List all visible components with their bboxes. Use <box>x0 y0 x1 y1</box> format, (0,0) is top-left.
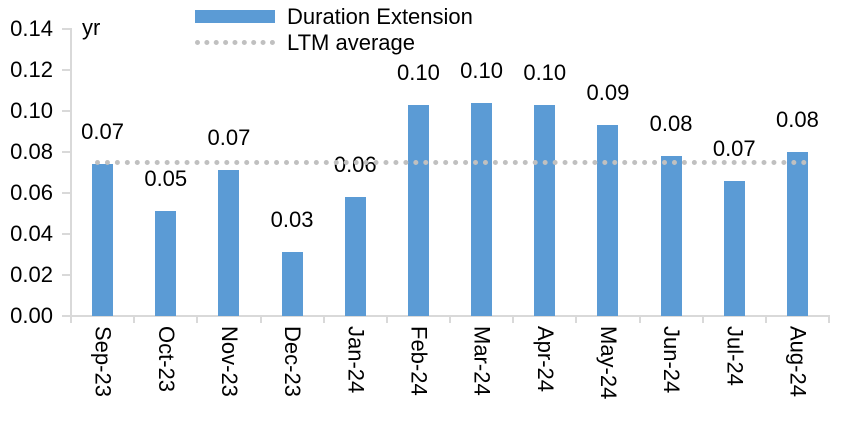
x-axis-tick <box>828 316 830 323</box>
x-axis-category-label: Jun-24 <box>659 326 685 394</box>
y-axis-tick <box>62 110 71 112</box>
bar-data-label: 0.07 <box>712 135 756 161</box>
y-axis-line <box>70 28 72 318</box>
x-axis-tick <box>133 316 136 323</box>
x-axis-tick <box>638 316 641 323</box>
y-axis-tick <box>62 151 71 153</box>
bar-data-label: 0.05 <box>144 166 188 192</box>
x-axis-tick <box>764 316 767 323</box>
x-axis-category-label: Feb-24 <box>406 326 432 396</box>
bar-data-label: 0.06 <box>333 152 377 178</box>
bar-data-label: 0.03 <box>270 207 314 233</box>
y-axis-tick-label: 0.00 <box>10 303 53 328</box>
y-axis-tick <box>62 28 71 30</box>
x-axis-category-label: May-24 <box>595 326 621 400</box>
x-axis-tick <box>196 316 199 323</box>
bar <box>344 197 366 316</box>
bar-data-label: 0.08 <box>775 107 819 132</box>
x-axis-category-label: Jul-24 <box>722 326 748 386</box>
ltm-average-line <box>95 159 807 165</box>
y-axis-tick <box>62 233 71 235</box>
bar <box>723 180 745 316</box>
bar-data-label: 0.07 <box>207 125 251 151</box>
x-axis-category-label: Oct-23 <box>153 326 179 393</box>
x-axis-category-label: Jan-24 <box>343 326 369 394</box>
y-axis-tick <box>62 69 71 71</box>
bar <box>92 164 114 316</box>
y-axis-tick-label: 0.12 <box>10 57 53 82</box>
y-axis-tick-label: 0.14 <box>10 16 53 41</box>
chart-legend: Duration Extension LTM average <box>0 0 852 56</box>
bar <box>534 104 556 316</box>
bar-data-label: 0.10 <box>523 59 567 85</box>
x-axis-tick <box>70 316 72 323</box>
x-axis-tick <box>385 316 388 323</box>
legend-swatch-dotted-line-icon <box>195 40 275 45</box>
bar <box>597 125 619 316</box>
x-axis-tick <box>701 316 704 323</box>
x-axis-category-label: Mar-24 <box>469 326 495 396</box>
legend-label-ltm-average: LTM average <box>287 30 415 55</box>
x-axis-category-label: Aug-24 <box>785 326 811 397</box>
bar <box>786 152 808 316</box>
y-axis-tick-label: 0.10 <box>10 98 53 123</box>
x-axis-tick <box>322 316 325 323</box>
y-axis-tick-label: 0.08 <box>10 139 53 164</box>
x-axis-tick <box>512 316 515 323</box>
legend-swatch-bar-icon <box>195 10 275 23</box>
bar-data-label: 0.10 <box>396 59 440 85</box>
y-axis-tick-label: 0.02 <box>10 262 53 287</box>
legend-label-duration-extension: Duration Extension <box>287 4 473 29</box>
y-axis-unit-label: yr <box>82 15 101 40</box>
bar <box>218 170 240 316</box>
x-axis-tick <box>449 316 451 323</box>
bar-data-label: 0.08 <box>649 111 693 137</box>
bar-data-label: 0.09 <box>586 80 630 106</box>
bar <box>471 102 493 316</box>
x-axis-tick <box>575 316 578 323</box>
y-axis-tick <box>62 192 71 194</box>
x-axis-category-label: Sep-23 <box>90 326 116 397</box>
x-axis-category-label: Nov-23 <box>216 326 242 397</box>
bar <box>155 211 177 316</box>
bar <box>407 104 429 316</box>
bar <box>281 252 303 316</box>
x-axis-category-label: Dec-23 <box>280 326 306 397</box>
bar-data-label: 0.10 <box>460 57 503 83</box>
bar <box>660 156 682 316</box>
y-axis-tick <box>62 274 71 276</box>
bar-data-label: 0.07 <box>81 119 124 145</box>
y-axis-tick-label: 0.04 <box>10 221 53 246</box>
y-axis-tick-label: 0.06 <box>10 180 53 205</box>
x-axis-tick <box>259 316 262 323</box>
x-axis-category-label: Apr-24 <box>532 326 558 393</box>
y-axis-tick <box>62 315 71 317</box>
